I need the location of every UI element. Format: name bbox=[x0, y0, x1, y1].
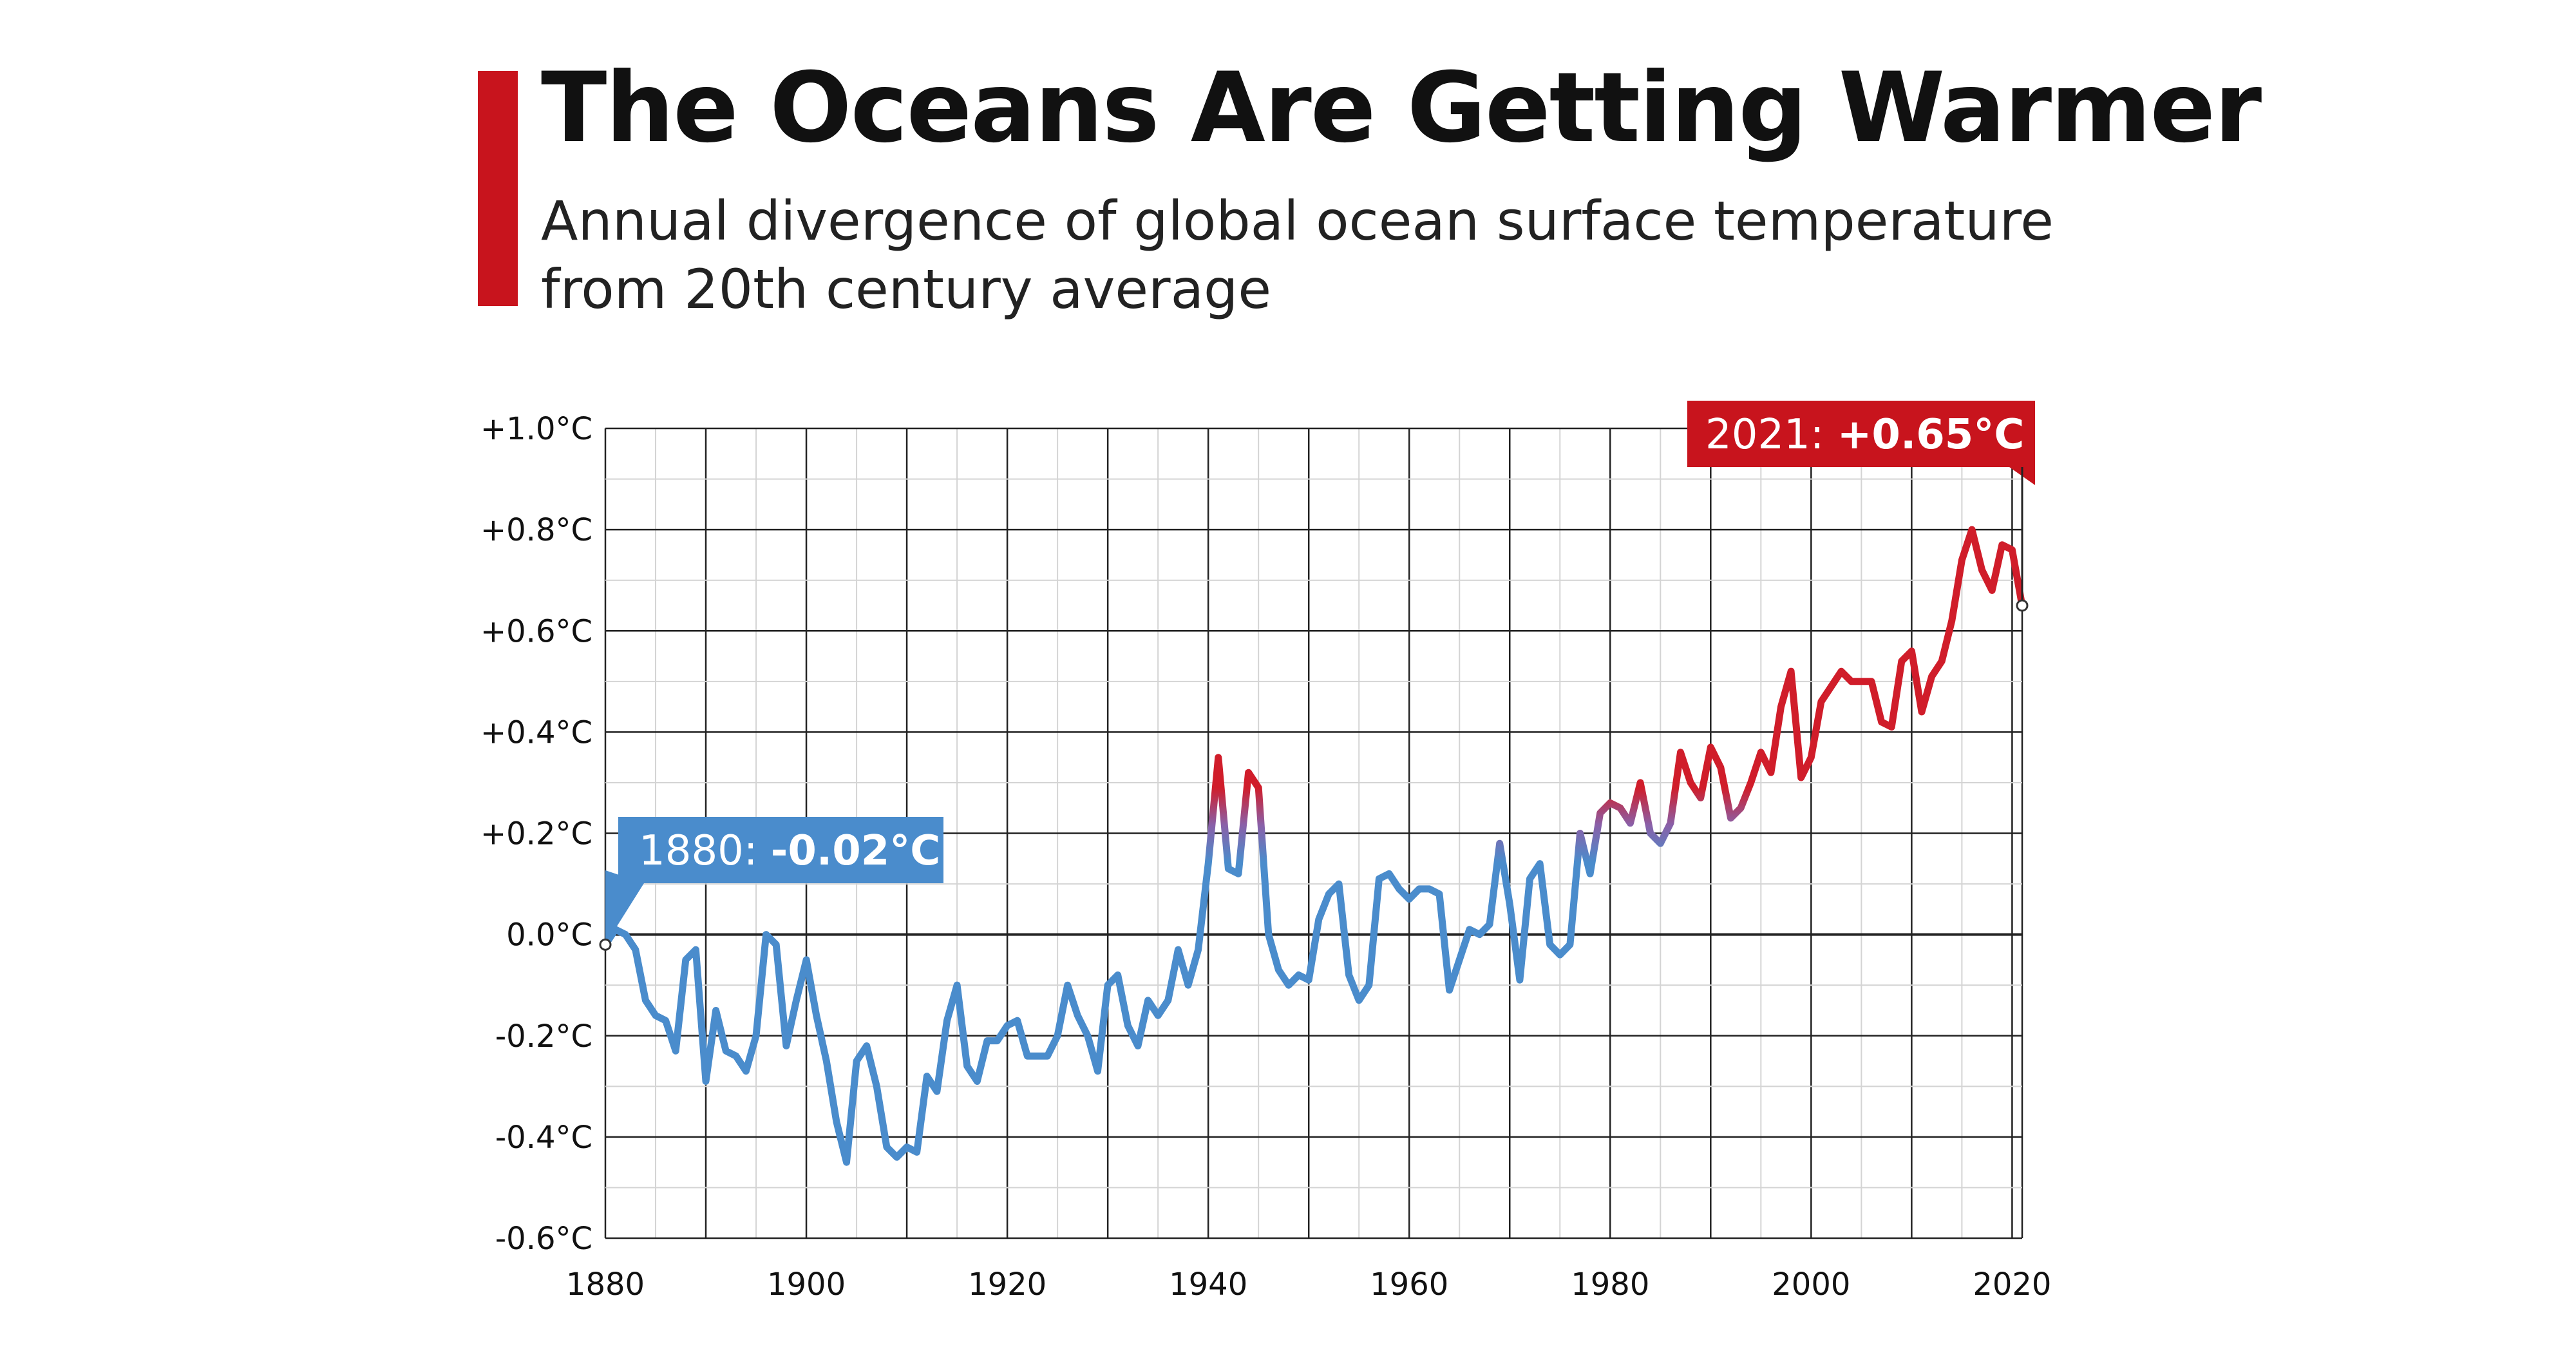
y-tick-label: -0.4°C bbox=[495, 1120, 592, 1156]
callout-2021-value: +0.65°C bbox=[1837, 411, 2025, 459]
y-tick-label: +0.2°C bbox=[480, 816, 592, 852]
callout-2021-label: 2021: +0.65°C bbox=[1705, 411, 2024, 459]
callout-1880-year: 1880: bbox=[639, 827, 771, 875]
x-tick-label: 1900 bbox=[767, 1267, 846, 1303]
callout-1880-box bbox=[618, 817, 943, 883]
x-tick-label: 2000 bbox=[1772, 1267, 1850, 1303]
x-tick-label: 1960 bbox=[1370, 1267, 1448, 1303]
horizontal-gridlines bbox=[605, 427, 2022, 1239]
callouts: 1880: -0.02°C 2021: +0.65°C bbox=[599, 401, 2035, 951]
y-tick-label: +0.6°C bbox=[480, 613, 592, 649]
x-tick-label: 1920 bbox=[968, 1267, 1046, 1303]
y-axis: +1.0°C +0.8°C +0.6°C +0.4°C +0.2°C 0.0°C -0.2°… bbox=[480, 411, 592, 1257]
x-tick-label: 1940 bbox=[1169, 1267, 1247, 1303]
y-tick-label: +1.0°C bbox=[480, 411, 592, 447]
callout-1880-value: -0.02°C bbox=[771, 827, 940, 875]
callout-2021-marker bbox=[2016, 599, 2029, 612]
y-tick-label: 0.0°C bbox=[506, 917, 592, 953]
callout-1880-marker bbox=[599, 938, 612, 951]
callout-1880-label: 1880: -0.02°C bbox=[639, 827, 940, 875]
callout-1880-pointer bbox=[605, 870, 644, 945]
y-tick-label: -0.6°C bbox=[495, 1221, 592, 1257]
y-tick-label: -0.2°C bbox=[495, 1018, 592, 1055]
callout-2021-box bbox=[1687, 401, 2035, 467]
y-tick-label: +0.8°C bbox=[480, 512, 592, 548]
callout-2021-year: 2021: bbox=[1705, 411, 1837, 459]
y-tick-label: +0.4°C bbox=[480, 714, 592, 751]
x-axis: 1880 1900 1920 1940 1960 1980 2000 2020 bbox=[566, 1267, 2052, 1303]
x-tick-label: 1980 bbox=[1571, 1267, 1649, 1303]
x-tick-label: 2020 bbox=[1973, 1267, 2051, 1303]
chart-title: The Oceans Are Getting Warmer bbox=[541, 52, 2262, 164]
x-tick-label: 1880 bbox=[566, 1267, 645, 1303]
chart-subtitle: Annual divergence of global ocean surfac… bbox=[541, 189, 2054, 321]
title-accent-bar bbox=[478, 71, 518, 306]
temperature-anomaly-line bbox=[601, 526, 2026, 1166]
